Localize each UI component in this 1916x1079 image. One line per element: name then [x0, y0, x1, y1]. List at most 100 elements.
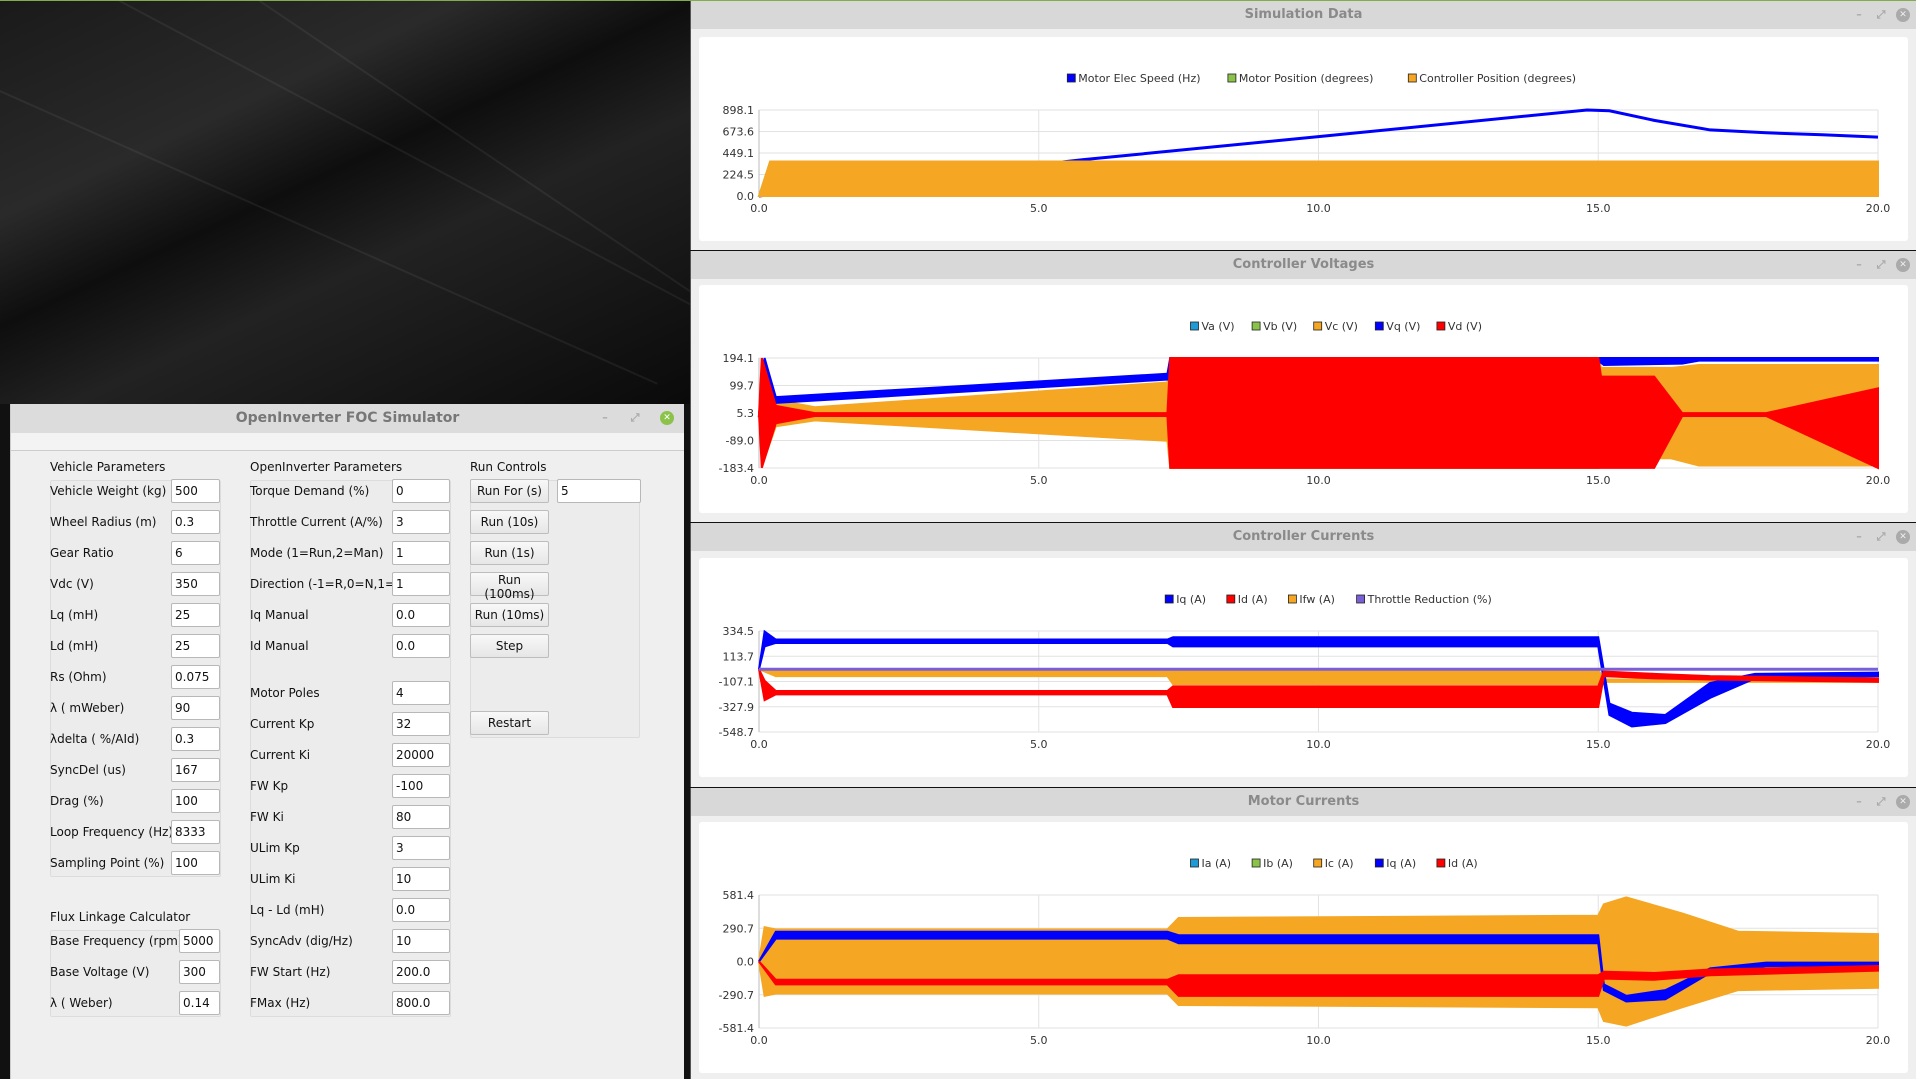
openinverter-param-input[interactable]: [392, 681, 450, 705]
series-id-a: [758, 960, 1879, 997]
chart-title-bar[interactable]: Motor Currents – ⤢ ✕: [691, 788, 1916, 816]
desktop-wallpaper: [0, 0, 758, 404]
y-tick-label: 290.7: [723, 922, 755, 935]
run-button-3[interactable]: Run (100ms): [470, 572, 549, 601]
run-for-button[interactable]: Run For (s): [470, 479, 549, 503]
legend-swatch: [1164, 594, 1174, 604]
chart-card: Ia (A) Ib (A) Ic (A) Iq (A) Id (A) -581.4 -290…: [699, 822, 1908, 1073]
chart-window-2: Controller Voltages – ⤢ ✕ Va (V) Vb (V) Vc (V)…: [690, 251, 1916, 522]
openinverter-param-input[interactable]: [392, 898, 450, 922]
vehicle-param-label: λ ( mWeber): [50, 701, 125, 715]
vehicle-param-input[interactable]: [171, 541, 220, 565]
x-tick-label: 20.0: [1866, 474, 1891, 487]
openinverter-param-input[interactable]: [392, 712, 450, 736]
openinverter-param-input[interactable]: [392, 991, 450, 1015]
x-tick-label: 15.0: [1586, 202, 1611, 215]
legend-label: Motor Elec Speed (Hz): [1078, 72, 1200, 85]
chart-title-bar[interactable]: Controller Voltages – ⤢ ✕: [691, 251, 1916, 279]
openinverter-param-input[interactable]: [392, 929, 450, 953]
openinverter-param-input[interactable]: [392, 867, 450, 891]
run-button-1[interactable]: Run (10s): [470, 510, 549, 534]
vehicle-param-input[interactable]: [171, 665, 220, 689]
x-tick-label: 10.0: [1306, 738, 1331, 751]
legend-swatch: [1227, 73, 1237, 83]
openinverter-param-label: Direction (-1=R,0=N,1=F): [250, 577, 407, 591]
chart-svg: Motor Elec Speed (Hz) Motor Position (deg…: [723, 72, 1891, 215]
vehicle-param-label: Lq (mH): [50, 608, 99, 622]
flux-param-input[interactable]: [179, 960, 220, 984]
chart-window-1: Simulation Data – ⤢ ✕ Motor Elec Speed (Hz) M…: [690, 1, 1916, 250]
close-icon[interactable]: ✕: [1896, 795, 1910, 809]
maximize-icon[interactable]: ⤢: [630, 411, 640, 424]
vehicle-param-input[interactable]: [171, 572, 220, 596]
minimize-icon[interactable]: –: [602, 411, 608, 424]
legend: Iq (A) Id (A) Ifw (A) Throttle Reduction (%…: [1164, 593, 1492, 606]
legend: Motor Elec Speed (Hz) Motor Position (deg…: [1066, 72, 1576, 85]
minimize-icon[interactable]: –: [1856, 258, 1862, 271]
vehicle-param-input[interactable]: [171, 758, 220, 782]
vehicle-param-input[interactable]: [171, 479, 220, 503]
simulator-title-bar[interactable]: OpenInverter FOC Simulator – ⤢ ✕: [11, 404, 684, 433]
openinverter-param-label: Throttle Current (A/%): [250, 515, 383, 529]
close-icon[interactable]: ✕: [660, 411, 674, 425]
legend-label: Ic (A): [1325, 857, 1354, 870]
vehicle-param-input[interactable]: [171, 789, 220, 813]
openinverter-param-input[interactable]: [392, 774, 450, 798]
openinverter-param-label: FMax (Hz): [250, 996, 311, 1010]
x-tick-label: 5.0: [1030, 474, 1048, 487]
vehicle-param-label: Ld (mH): [50, 639, 99, 653]
openinverter-param-label: ULim Kp: [250, 841, 300, 855]
openinverter-param-label: Torque Demand (%): [250, 484, 370, 498]
openinverter-param-label: Lq - Ld (mH): [250, 903, 325, 917]
minimize-icon[interactable]: –: [1856, 8, 1862, 21]
legend-swatch: [1066, 73, 1076, 83]
vehicle-param-input[interactable]: [171, 851, 220, 875]
openinverter-param-input[interactable]: [392, 743, 450, 767]
flux-param-label: Base Frequency (rpm): [50, 934, 183, 948]
minimize-icon[interactable]: –: [1856, 530, 1862, 543]
maximize-icon[interactable]: ⤢: [1876, 8, 1886, 21]
toolbar-strip: [11, 433, 684, 451]
flux-param-input[interactable]: [179, 929, 220, 953]
run-button-2[interactable]: Run (1s): [470, 541, 549, 565]
chart-title-bar[interactable]: Simulation Data – ⤢ ✕: [691, 1, 1916, 29]
maximize-icon[interactable]: ⤢: [1876, 530, 1886, 543]
restart-button[interactable]: Restart: [470, 711, 549, 735]
x-tick-label: 10.0: [1306, 1034, 1331, 1047]
openinverter-param-input[interactable]: [392, 510, 450, 534]
x-tick-label: 0.0: [750, 474, 768, 487]
legend-label: Vc (V): [1325, 320, 1358, 333]
close-icon[interactable]: ✕: [1896, 8, 1910, 22]
openinverter-param-input[interactable]: [392, 634, 450, 658]
vehicle-param-input[interactable]: [171, 634, 220, 658]
run-button-5[interactable]: Step: [470, 634, 549, 658]
vehicle-param-input[interactable]: [171, 603, 220, 627]
openinverter-param-input[interactable]: [392, 836, 450, 860]
chart-window-3: Controller Currents – ⤢ ✕ Iq (A) Id (A) Ifw (A…: [690, 523, 1916, 787]
openinverter-param-input[interactable]: [392, 960, 450, 984]
openinverter-param-label: Current Kp: [250, 717, 315, 731]
openinverter-param-input[interactable]: [392, 805, 450, 829]
vehicle-param-input[interactable]: [171, 727, 220, 751]
legend-label: Va (V): [1202, 320, 1235, 333]
openinverter-param-input[interactable]: [392, 541, 450, 565]
vehicle-param-input[interactable]: [171, 820, 220, 844]
maximize-icon[interactable]: ⤢: [1876, 258, 1886, 271]
run-button-4[interactable]: Run (10ms): [470, 603, 549, 627]
vehicle-param-input[interactable]: [171, 696, 220, 720]
minimize-icon[interactable]: –: [1856, 795, 1862, 808]
series-ic-a: [757, 896, 1879, 1027]
x-tick-label: 15.0: [1586, 474, 1611, 487]
run-for-seconds-input[interactable]: [557, 479, 641, 503]
legend-swatch: [1407, 73, 1417, 83]
openinverter-param-input[interactable]: [392, 479, 450, 503]
close-icon[interactable]: ✕: [1896, 258, 1910, 272]
openinverter-param-input[interactable]: [392, 603, 450, 627]
maximize-icon[interactable]: ⤢: [1876, 795, 1886, 808]
chart-title-bar[interactable]: Controller Currents – ⤢ ✕: [691, 523, 1916, 551]
flux-param-input[interactable]: [179, 991, 220, 1015]
vehicle-param-input[interactable]: [171, 510, 220, 534]
openinverter-param-input[interactable]: [392, 572, 450, 596]
close-icon[interactable]: ✕: [1896, 530, 1910, 544]
legend-swatch: [1288, 594, 1297, 604]
